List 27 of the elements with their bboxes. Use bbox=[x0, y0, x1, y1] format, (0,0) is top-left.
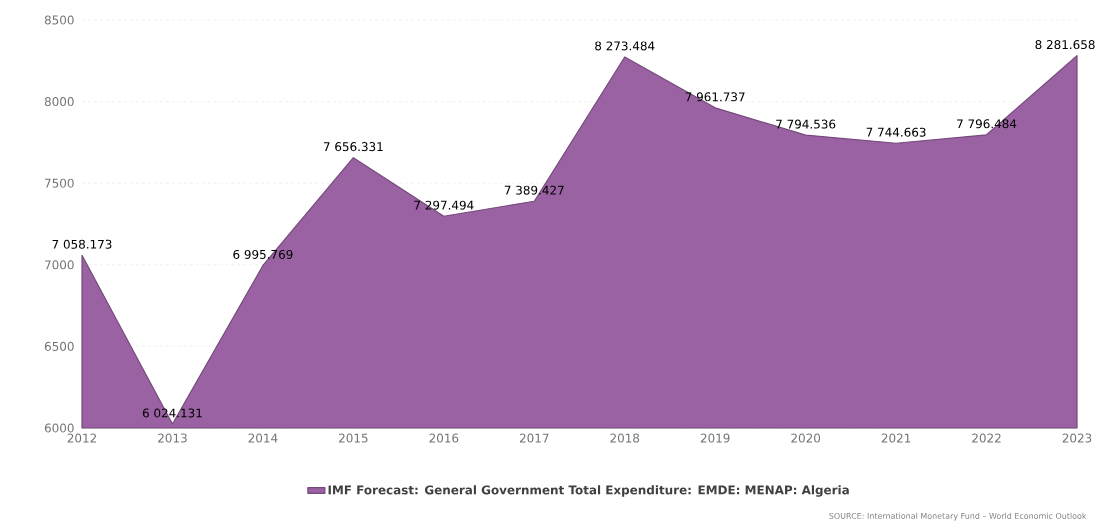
x-tick-label: 2022 bbox=[972, 433, 1001, 443]
y-tick-label: 7000 bbox=[45, 260, 74, 270]
x-tick-label: 2021 bbox=[881, 433, 911, 443]
data-label: 8 273.484 bbox=[595, 41, 655, 51]
x-tick-label: 2018 bbox=[610, 433, 640, 443]
y-tick-label: 8500 bbox=[44, 15, 74, 25]
x-tick-label: 2015 bbox=[339, 433, 368, 443]
data-label: 7 961.737 bbox=[685, 92, 745, 102]
x-tick-label: 2016 bbox=[429, 433, 459, 443]
x-tick-label: 2019 bbox=[700, 433, 730, 443]
x-tick-label: 2012 bbox=[67, 433, 97, 443]
data-label: 8 281.658 bbox=[1035, 40, 1095, 50]
x-tick-label: 2013 bbox=[158, 433, 187, 443]
data-label: 7 297.494 bbox=[414, 200, 474, 210]
data-label: 7 794.536 bbox=[776, 119, 836, 129]
y-tick-label: 6000 bbox=[44, 423, 74, 433]
y-tick-label: 6500 bbox=[44, 341, 74, 351]
x-tick-label: 2014 bbox=[248, 433, 278, 443]
data-label: 7 058.173 bbox=[52, 239, 112, 249]
legend-label: IMF Forecast: General Government Total Expenditure: EMDE: MENAP: Algeria bbox=[328, 485, 849, 497]
x-tick-label: 2017 bbox=[519, 433, 549, 443]
x-tick-label: 2020 bbox=[791, 433, 821, 443]
x-tick-label: 2023 bbox=[1062, 433, 1092, 443]
y-tick-label: 7500 bbox=[45, 178, 74, 188]
y-tick-label: 8000 bbox=[44, 97, 74, 107]
data-label: 7 744.663 bbox=[866, 127, 926, 137]
data-label: 7 656.331 bbox=[323, 142, 383, 152]
